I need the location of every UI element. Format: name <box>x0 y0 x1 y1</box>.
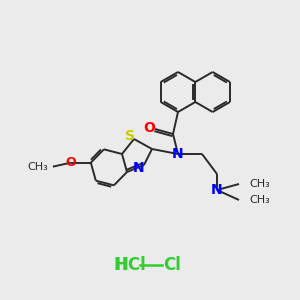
Text: N: N <box>172 147 184 161</box>
Text: S: S <box>125 129 135 143</box>
Text: O: O <box>65 156 76 169</box>
Text: O: O <box>143 121 155 135</box>
Text: CH₃: CH₃ <box>27 162 48 172</box>
Text: CH₃: CH₃ <box>249 195 270 205</box>
Text: N: N <box>133 161 145 175</box>
Text: H: H <box>113 256 127 274</box>
Text: Cl: Cl <box>163 256 181 274</box>
Text: N: N <box>211 183 223 197</box>
Text: CH₃: CH₃ <box>249 179 270 189</box>
Text: HCl: HCl <box>114 256 146 274</box>
